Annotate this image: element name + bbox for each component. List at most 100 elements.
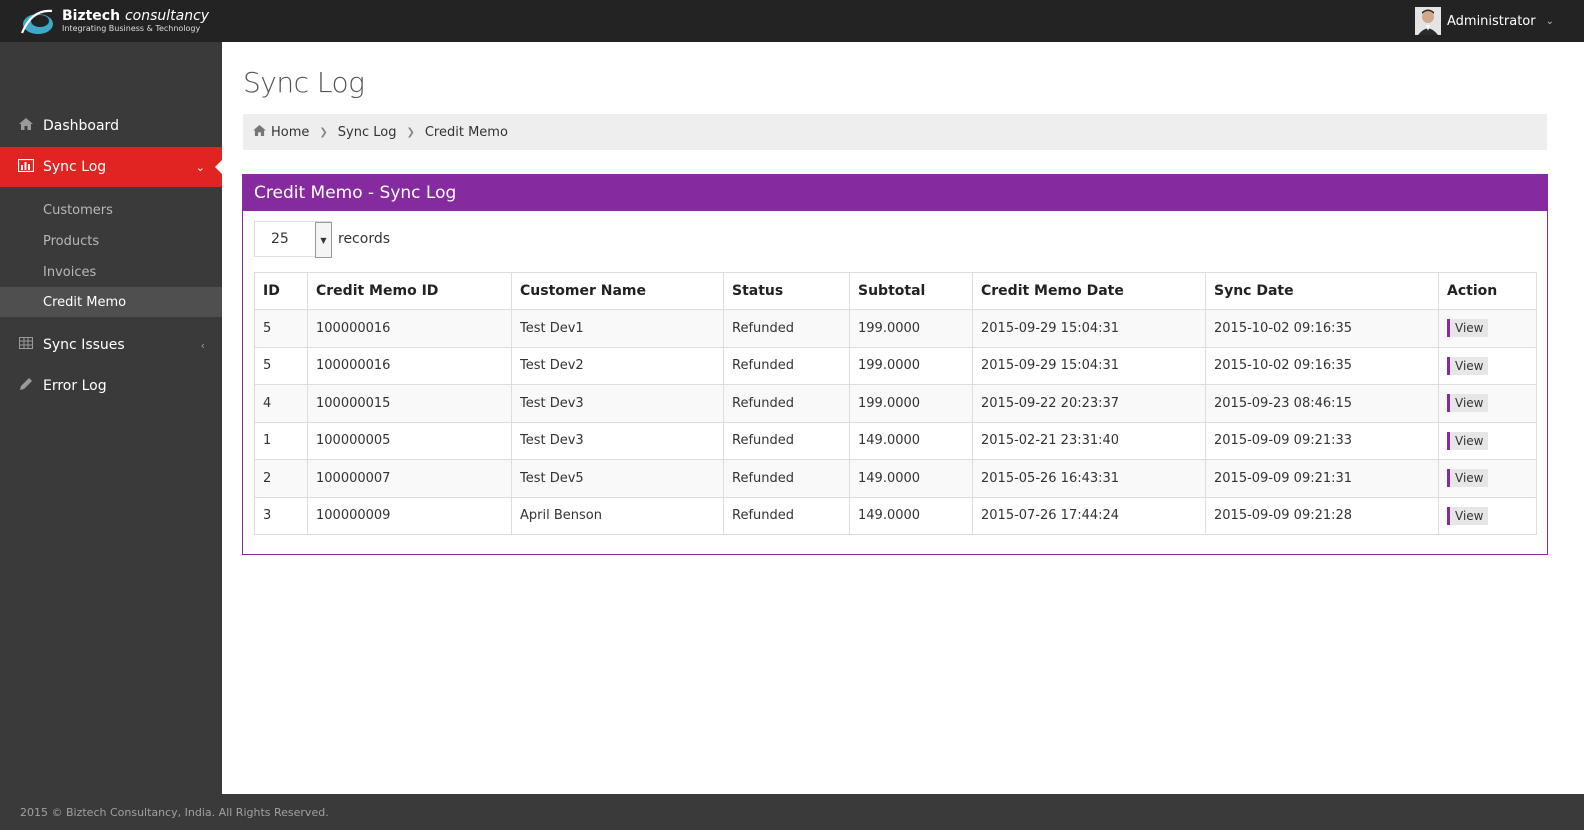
- column-header-sync-date[interactable]: Sync Date: [1205, 272, 1439, 310]
- view-button[interactable]: View: [1447, 469, 1489, 488]
- breadcrumb-sync-log[interactable]: Sync Log: [337, 124, 397, 140]
- chevron-left-icon: ‹: [200, 338, 205, 352]
- table-row: 4 100000015 Test Dev3 Refunded 199.0000 …: [254, 384, 1537, 423]
- cell-action: View: [1438, 421, 1537, 460]
- cell-action: View: [1438, 459, 1537, 498]
- breadcrumb: Home ❯ Sync Log ❯ Credit Memo: [243, 114, 1547, 150]
- column-header-customer-name[interactable]: Customer Name: [511, 272, 724, 310]
- cell-credit-memo-date: 2015-05-26 16:43:31: [972, 459, 1206, 498]
- user-name: Administrator: [1446, 13, 1536, 29]
- records-label: records: [338, 231, 391, 247]
- sidebar-item-dashboard[interactable]: Dashboard: [0, 106, 222, 146]
- sidebar-item-label: Error Log: [43, 378, 107, 394]
- cell-sync-date: 2015-09-09 09:21:33: [1205, 421, 1439, 460]
- sidebar-subitem-products[interactable]: Products: [0, 226, 222, 256]
- cell-credit-memo-id: 100000015: [307, 384, 512, 423]
- sidebar-subitem-label: Customers: [43, 202, 113, 218]
- credit-memo-table: ID Credit Memo ID Customer Name Status S…: [254, 272, 1537, 535]
- column-header-subtotal[interactable]: Subtotal: [849, 272, 973, 310]
- cell-subtotal: 149.0000: [849, 496, 973, 535]
- cell-status: Refunded: [723, 459, 850, 498]
- sidebar: Dashboard Sync Log ⌄ Customers Products …: [0, 42, 223, 794]
- cell-action: View: [1438, 346, 1537, 385]
- sidebar-subitem-credit-memo[interactable]: Credit Memo: [0, 287, 222, 317]
- view-button[interactable]: View: [1447, 356, 1489, 375]
- column-header-credit-memo-id[interactable]: Credit Memo ID: [307, 272, 512, 310]
- pencil-icon: [17, 377, 35, 395]
- view-button[interactable]: View: [1447, 319, 1489, 338]
- brand-tagline: Integrating Business & Technology: [62, 24, 201, 33]
- chevron-down-icon: ⌄: [195, 160, 205, 174]
- cell-customer-name: April Benson: [511, 496, 724, 535]
- cell-credit-memo-id: 100000016: [307, 346, 512, 385]
- cell-status: Refunded: [723, 346, 850, 385]
- sidebar-item-label: Sync Log: [43, 159, 107, 175]
- cell-action: View: [1438, 496, 1537, 535]
- cell-sync-date: 2015-10-02 09:16:35: [1205, 309, 1439, 348]
- cell-status: Refunded: [723, 309, 850, 348]
- cell-id: 3: [254, 496, 308, 535]
- cell-credit-memo-id: 100000007: [307, 459, 512, 498]
- sync-log-panel: Credit Memo - Sync Log 25 ▼ records ID C…: [242, 174, 1548, 555]
- cell-sync-date: 2015-10-02 09:16:35: [1205, 346, 1439, 385]
- cell-subtotal: 149.0000: [849, 421, 973, 460]
- sidebar-subitem-invoices[interactable]: Invoices: [0, 257, 222, 287]
- cell-id: 5: [254, 346, 308, 385]
- home-icon: [17, 118, 35, 134]
- cell-action: View: [1438, 309, 1537, 348]
- panel-title: Credit Memo - Sync Log: [243, 175, 1547, 211]
- cell-subtotal: 199.0000: [849, 346, 973, 385]
- view-button[interactable]: View: [1447, 506, 1489, 525]
- breadcrumb-current: Credit Memo: [424, 124, 508, 140]
- sidebar-item-label: Dashboard: [43, 118, 119, 134]
- cell-id: 2: [254, 459, 308, 498]
- caret-down-icon[interactable]: ▼: [315, 222, 332, 258]
- cell-customer-name: Test Dev2: [511, 346, 724, 385]
- cell-id: 1: [254, 421, 308, 460]
- sidebar-item-label: Sync Issues: [43, 337, 125, 353]
- cell-credit-memo-id: 100000009: [307, 496, 512, 535]
- cell-credit-memo-date: 2015-09-22 20:23:37: [972, 384, 1206, 423]
- brand-logo[interactable]: Biztech consultancy Integrating Business…: [18, 4, 209, 38]
- chevron-down-icon[interactable]: ⌄: [1545, 15, 1554, 27]
- logo-icon: [20, 9, 53, 34]
- cell-action: View: [1438, 384, 1537, 423]
- footer: 2015 © Biztech Consultancy, India. All R…: [0, 794, 1584, 830]
- cell-sync-date: 2015-09-09 09:21:28: [1205, 496, 1439, 535]
- page-size-select[interactable]: 25 ▼: [254, 221, 332, 258]
- chevron-right-icon: ❯: [406, 126, 415, 138]
- table-row: 5 100000016 Test Dev2 Refunded 199.0000 …: [254, 346, 1537, 385]
- cell-status: Refunded: [723, 496, 850, 535]
- cell-sync-date: 2015-09-23 08:46:15: [1205, 384, 1439, 423]
- column-header-credit-memo-date[interactable]: Credit Memo Date: [972, 272, 1206, 310]
- sidebar-subitem-label: Invoices: [43, 264, 97, 280]
- table-row: 1 100000005 Test Dev3 Refunded 149.0000 …: [254, 421, 1537, 460]
- cell-customer-name: Test Dev3: [511, 384, 724, 423]
- avatar[interactable]: [1414, 7, 1441, 35]
- page-size-value: 25: [271, 231, 289, 247]
- bar-chart-icon: [17, 158, 35, 176]
- sidebar-subitem-label: Credit Memo: [43, 294, 127, 310]
- view-button[interactable]: View: [1447, 394, 1489, 413]
- table-header-row: ID Credit Memo ID Customer Name Status S…: [254, 272, 1537, 310]
- table-row: 2 100000007 Test Dev5 Refunded 149.0000 …: [254, 459, 1537, 498]
- page-size-control: 25 ▼ records: [254, 221, 391, 258]
- chevron-right-icon: ❯: [319, 126, 328, 138]
- cell-credit-memo-id: 100000016: [307, 309, 512, 348]
- sidebar-subitem-customers[interactable]: Customers: [0, 195, 222, 225]
- cell-credit-memo-id: 100000005: [307, 421, 512, 460]
- cell-subtotal: 149.0000: [849, 459, 973, 498]
- table-icon: [17, 337, 35, 353]
- table-row: 3 100000009 April Benson Refunded 149.00…: [254, 496, 1537, 535]
- column-header-status[interactable]: Status: [723, 272, 850, 310]
- cell-sync-date: 2015-09-09 09:21:31: [1205, 459, 1439, 498]
- column-header-id[interactable]: ID: [254, 272, 308, 310]
- sidebar-item-error-log[interactable]: Error Log: [0, 366, 222, 406]
- cell-customer-name: Test Dev5: [511, 459, 724, 498]
- view-button[interactable]: View: [1447, 431, 1489, 450]
- sidebar-item-sync-issues[interactable]: Sync Issues ‹: [0, 325, 222, 365]
- sidebar-item-sync-log[interactable]: Sync Log ⌄: [0, 147, 223, 187]
- breadcrumb-home[interactable]: Home: [271, 124, 310, 140]
- top-navbar: Biztech consultancy Integrating Business…: [0, 0, 1584, 42]
- user-menu[interactable]: Administrator ⌄: [1414, 7, 1554, 35]
